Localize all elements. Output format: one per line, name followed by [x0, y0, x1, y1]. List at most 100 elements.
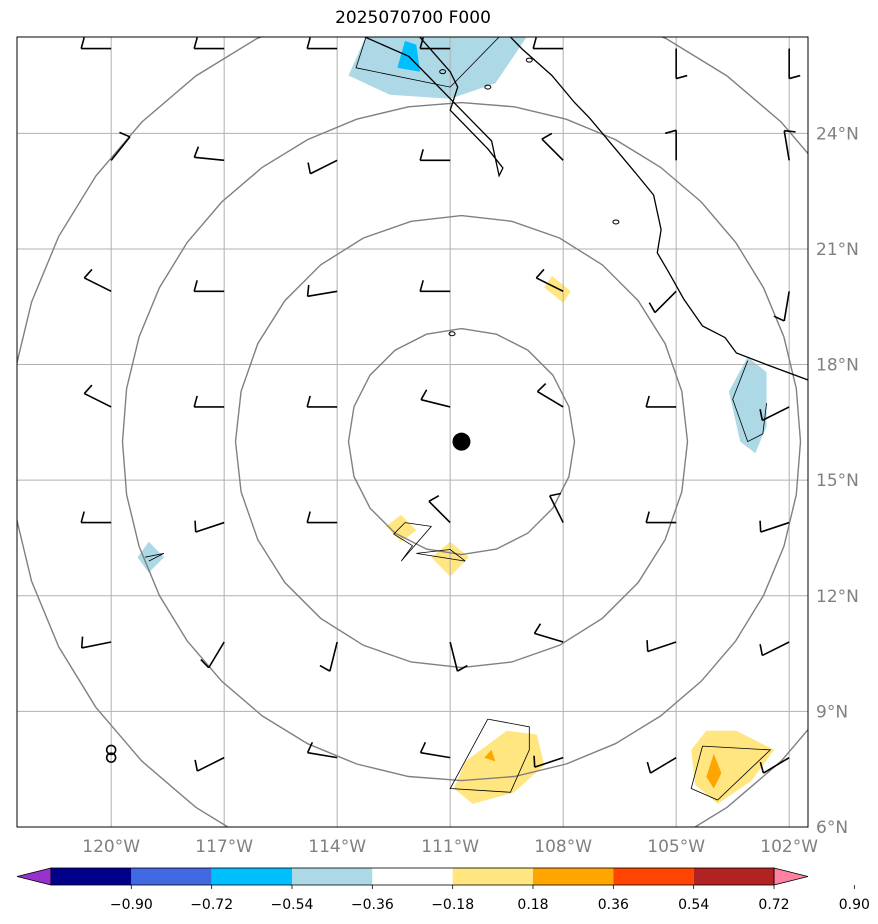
wind-barb-flag	[648, 302, 656, 313]
wind-barb-flag	[759, 409, 764, 421]
latitude-label: 12°N	[816, 587, 859, 607]
latitude-label: 9°N	[816, 702, 848, 722]
range-ring	[347, 327, 576, 556]
contour-line	[393, 522, 433, 562]
wind-barb-flag	[306, 511, 311, 523]
wind-barb	[194, 156, 225, 162]
wind-barb	[420, 398, 451, 408]
wind-barb-flag	[419, 742, 427, 754]
range-ring	[234, 214, 689, 669]
latitude-label: 18°N	[816, 356, 859, 376]
latitude-label: 21°N	[816, 240, 859, 260]
colorbar-box	[533, 868, 614, 885]
colorbar-label: 0.18	[517, 897, 548, 913]
wind-barb-flag	[419, 37, 424, 49]
colorbar-box	[372, 868, 453, 885]
wind-barb	[549, 495, 564, 523]
shaded-area	[453, 730, 545, 804]
colorbar-box	[211, 868, 292, 885]
island	[484, 84, 492, 90]
map-frame	[16, 36, 809, 828]
wind-barb-flag	[664, 129, 677, 135]
wind-barb	[537, 390, 564, 408]
wind-barb-flag	[541, 132, 553, 140]
wind-barb-flag	[119, 131, 131, 138]
storm-center-marker	[452, 432, 471, 451]
longitude-label: 120°W	[82, 837, 140, 857]
wind-barb	[428, 500, 451, 524]
colorbar-label: −0.72	[190, 897, 233, 913]
wind-barb	[329, 641, 338, 672]
calm-wind-circle	[105, 752, 117, 763]
wind-barb-flag	[533, 623, 542, 634]
chart-title: 2025070700 F000	[335, 8, 491, 28]
wind-barb-flag	[307, 162, 312, 174]
colorbar-label: 0.72	[758, 897, 789, 913]
island	[448, 331, 456, 337]
wind-barb-flag	[83, 384, 93, 395]
wind-barb	[647, 641, 677, 653]
wind-barb	[761, 641, 790, 657]
shaded-area	[484, 749, 496, 762]
longitude-label: 102°W	[760, 837, 818, 857]
wind-barb-flag	[80, 37, 85, 49]
colorbar-label: −0.54	[271, 897, 314, 913]
colorbar-box	[693, 868, 774, 885]
wind-barb-flag	[646, 761, 652, 774]
latitude-label: 6°N	[816, 818, 848, 838]
latitude-labels: 6°N 9°N 12°N 15°N 18°N 21°N 24°N	[816, 124, 859, 838]
wind-barb	[449, 641, 459, 672]
colorbar-box	[452, 868, 533, 885]
wind-barb-flag	[773, 315, 785, 322]
wind-barb	[110, 136, 131, 161]
contour-line	[416, 549, 466, 562]
wind-barb	[83, 392, 112, 408]
map-area	[17, 37, 808, 827]
wind-barb	[196, 756, 225, 772]
wind-barb	[761, 406, 790, 422]
colorbar-label: −0.18	[431, 897, 474, 913]
colorbar-label: −0.36	[351, 897, 394, 913]
shaded-area	[728, 356, 767, 454]
wind-barb-flag	[646, 640, 649, 652]
colorbar-label: 0.54	[678, 897, 709, 913]
range-ring	[17, 37, 808, 827]
wind-barb	[307, 751, 338, 759]
longitude-label: 117°W	[195, 837, 253, 857]
island	[525, 57, 533, 63]
wind-barb	[307, 290, 338, 298]
wind-barb-flag	[419, 149, 424, 161]
colorbar-label: −0.90	[110, 897, 153, 913]
wind-barb-flag	[83, 268, 93, 279]
wind-barb-flag	[532, 37, 537, 49]
contour-line	[145, 553, 165, 562]
wind-barb-flag	[193, 395, 198, 408]
colorbar-box	[51, 868, 132, 885]
wind-barb-flag	[194, 520, 197, 533]
wind-barb-flag	[306, 37, 311, 49]
wind-barb-flag	[533, 755, 536, 768]
wind-barb-flag	[306, 395, 311, 408]
wind-barb	[760, 521, 790, 533]
wind-barb-flag	[784, 129, 796, 133]
wind-barb	[763, 756, 790, 774]
shaded-area	[137, 541, 164, 573]
wind-barb-flag	[200, 658, 210, 669]
wind-barb-flag	[535, 268, 545, 279]
island	[612, 219, 620, 225]
colorbar-extend-low	[16, 867, 52, 886]
wind-barb-flag	[193, 146, 200, 158]
contour-line	[732, 360, 767, 443]
wind-barb	[783, 291, 790, 322]
colorbar-box	[131, 868, 212, 885]
wind-barb-flag	[419, 280, 424, 292]
longitude-label: 111°W	[421, 837, 479, 857]
longitude-labels: 120°W 117°W 114°W 111°W 108°W 105°W 102°W	[82, 837, 818, 857]
shaded-area	[386, 514, 417, 542]
coastline-baja	[363, 37, 504, 178]
wind-barb	[541, 138, 564, 161]
wind-barb-flag	[675, 74, 688, 80]
colorbar-extend-high	[773, 867, 809, 886]
wind-barb-flag	[549, 492, 562, 497]
